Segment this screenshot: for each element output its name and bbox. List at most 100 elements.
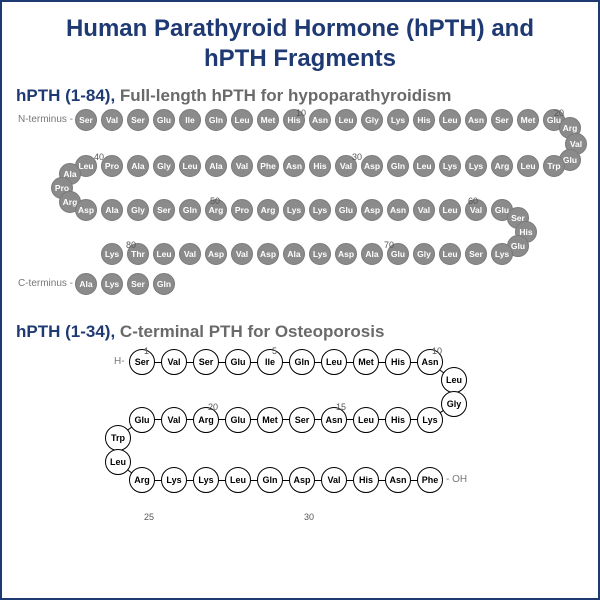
residue-55: Glu bbox=[335, 199, 357, 221]
hpth-1-84-chain: SerValSerGluIleGlnLeuMetHisAsnLeuGlyLysH… bbox=[14, 108, 586, 310]
residue-45: Asp bbox=[75, 199, 97, 221]
residue-number: 30 bbox=[304, 512, 314, 522]
residue-number: 30 bbox=[352, 152, 362, 162]
residue-32: His bbox=[309, 155, 331, 177]
residue-76: Asp bbox=[205, 243, 227, 265]
hpth-1-34-chain: SerValSerGluIleGlnLeuMetHisAsnLeuGlyLysH… bbox=[14, 344, 586, 524]
residue-83: Ser bbox=[127, 273, 149, 295]
residue-80: Lys bbox=[101, 243, 123, 265]
residue-4: Glu bbox=[153, 109, 175, 131]
sec1-sub: Full-length hPTH for hypoparathyroidism bbox=[120, 86, 452, 105]
residue-number: 20 bbox=[208, 402, 218, 412]
residue-27: Lys bbox=[439, 155, 461, 177]
residue-8: Met bbox=[353, 349, 379, 375]
residue-75: Val bbox=[231, 243, 253, 265]
residue-number: 20 bbox=[554, 108, 564, 118]
residue-24: Leu bbox=[105, 449, 131, 475]
residue-48: Ser bbox=[153, 199, 175, 221]
residue-7: Leu bbox=[231, 109, 253, 131]
residue-23: Trp bbox=[105, 425, 131, 451]
residue-82: Lys bbox=[101, 273, 123, 295]
residue-67: Leu bbox=[439, 243, 461, 265]
title-line-2: hPTH Fragments bbox=[204, 45, 396, 72]
residue-number: 15 bbox=[336, 402, 346, 412]
residue-74: Asp bbox=[257, 243, 279, 265]
oh-terminus-label: - OH bbox=[446, 474, 467, 485]
residue-27: Lys bbox=[193, 467, 219, 493]
residue-38: Gly bbox=[153, 155, 175, 177]
residue-52: Arg bbox=[257, 199, 279, 221]
residue-34: Phe bbox=[257, 155, 279, 177]
sec2-sub: C-terminal PTH for Osteoporosis bbox=[120, 322, 384, 341]
residue-49: Gln bbox=[179, 199, 201, 221]
residue-36: Ala bbox=[205, 155, 227, 177]
residue-8: Met bbox=[257, 109, 279, 131]
residue-65: Lys bbox=[491, 243, 513, 265]
residue-12: Gly bbox=[361, 109, 383, 131]
residue-59: Leu bbox=[439, 199, 461, 221]
residue-number: 80 bbox=[126, 240, 136, 250]
residue-13: Lys bbox=[417, 407, 443, 433]
residue-28: Leu bbox=[225, 467, 251, 493]
residue-3: Ser bbox=[193, 349, 219, 375]
residue-14: His bbox=[413, 109, 435, 131]
residue-number: 60 bbox=[468, 196, 478, 206]
residue-53: Lys bbox=[283, 199, 305, 221]
residue-13: Lys bbox=[387, 109, 409, 131]
residue-17: Ser bbox=[491, 109, 513, 131]
residue-29: Gln bbox=[257, 467, 283, 493]
residue-16: Asn bbox=[465, 109, 487, 131]
residue-31: Val bbox=[321, 467, 347, 493]
residue-70: Ala bbox=[361, 243, 383, 265]
residue-30: Asp bbox=[289, 467, 315, 493]
residue-34: Phe bbox=[417, 467, 443, 493]
residue-33: Asn bbox=[385, 467, 411, 493]
residue-73: Ala bbox=[283, 243, 305, 265]
residue-39: Ala bbox=[127, 155, 149, 177]
residue-24: Leu bbox=[517, 155, 539, 177]
residue-78: Leu bbox=[153, 243, 175, 265]
diagram-frame: Human Parathyroid Hormone (hPTH) and hPT… bbox=[0, 0, 600, 600]
residue-9: His bbox=[385, 349, 411, 375]
residue-35: Val bbox=[231, 155, 253, 177]
residue-46: Ala bbox=[101, 199, 123, 221]
residue-32: His bbox=[353, 467, 379, 493]
residue-68: Gly bbox=[413, 243, 435, 265]
residue-54: Lys bbox=[309, 199, 331, 221]
residue-28: Leu bbox=[413, 155, 435, 177]
residue-19: Glu bbox=[225, 407, 251, 433]
residue-72: Lys bbox=[309, 243, 331, 265]
residue-22: Glu bbox=[129, 407, 155, 433]
residue-33: Asn bbox=[283, 155, 305, 177]
residue-2: Val bbox=[101, 109, 123, 131]
residue-11: Leu bbox=[335, 109, 357, 131]
residue-47: Gly bbox=[127, 199, 149, 221]
residue-6: Gln bbox=[289, 349, 315, 375]
residue-12: Gly bbox=[441, 391, 467, 417]
residue-10: Asn bbox=[309, 109, 331, 131]
residue-2: Val bbox=[161, 349, 187, 375]
main-title: Human Parathyroid Hormone (hPTH) and hPT… bbox=[14, 14, 586, 74]
residue-number: 10 bbox=[296, 108, 306, 118]
residue-18: Met bbox=[517, 109, 539, 131]
residue-30: Asp bbox=[361, 155, 383, 177]
residue-15: Leu bbox=[439, 109, 461, 131]
sec1-head: hPTH (1-84), bbox=[16, 86, 115, 105]
residue-21: Val bbox=[161, 407, 187, 433]
residue-3: Ser bbox=[127, 109, 149, 131]
residue-25: Arg bbox=[129, 467, 155, 493]
residue-29: Gln bbox=[387, 155, 409, 177]
residue-7: Leu bbox=[321, 349, 347, 375]
n-terminus-label: N-terminus - bbox=[18, 114, 73, 125]
residue-number: 5 bbox=[272, 346, 277, 356]
residue-81: Ala bbox=[75, 273, 97, 295]
residue-1: Ser bbox=[75, 109, 97, 131]
residue-4: Glu bbox=[225, 349, 251, 375]
h-terminus-label: H- bbox=[114, 356, 125, 367]
residue-15: Leu bbox=[353, 407, 379, 433]
residue-40: Pro bbox=[101, 155, 123, 177]
residue-number: 10 bbox=[432, 346, 442, 356]
section1-heading: hPTH (1-84), Full-length hPTH for hypopa… bbox=[16, 86, 586, 106]
residue-17: Ser bbox=[289, 407, 315, 433]
residue-71: Asp bbox=[335, 243, 357, 265]
